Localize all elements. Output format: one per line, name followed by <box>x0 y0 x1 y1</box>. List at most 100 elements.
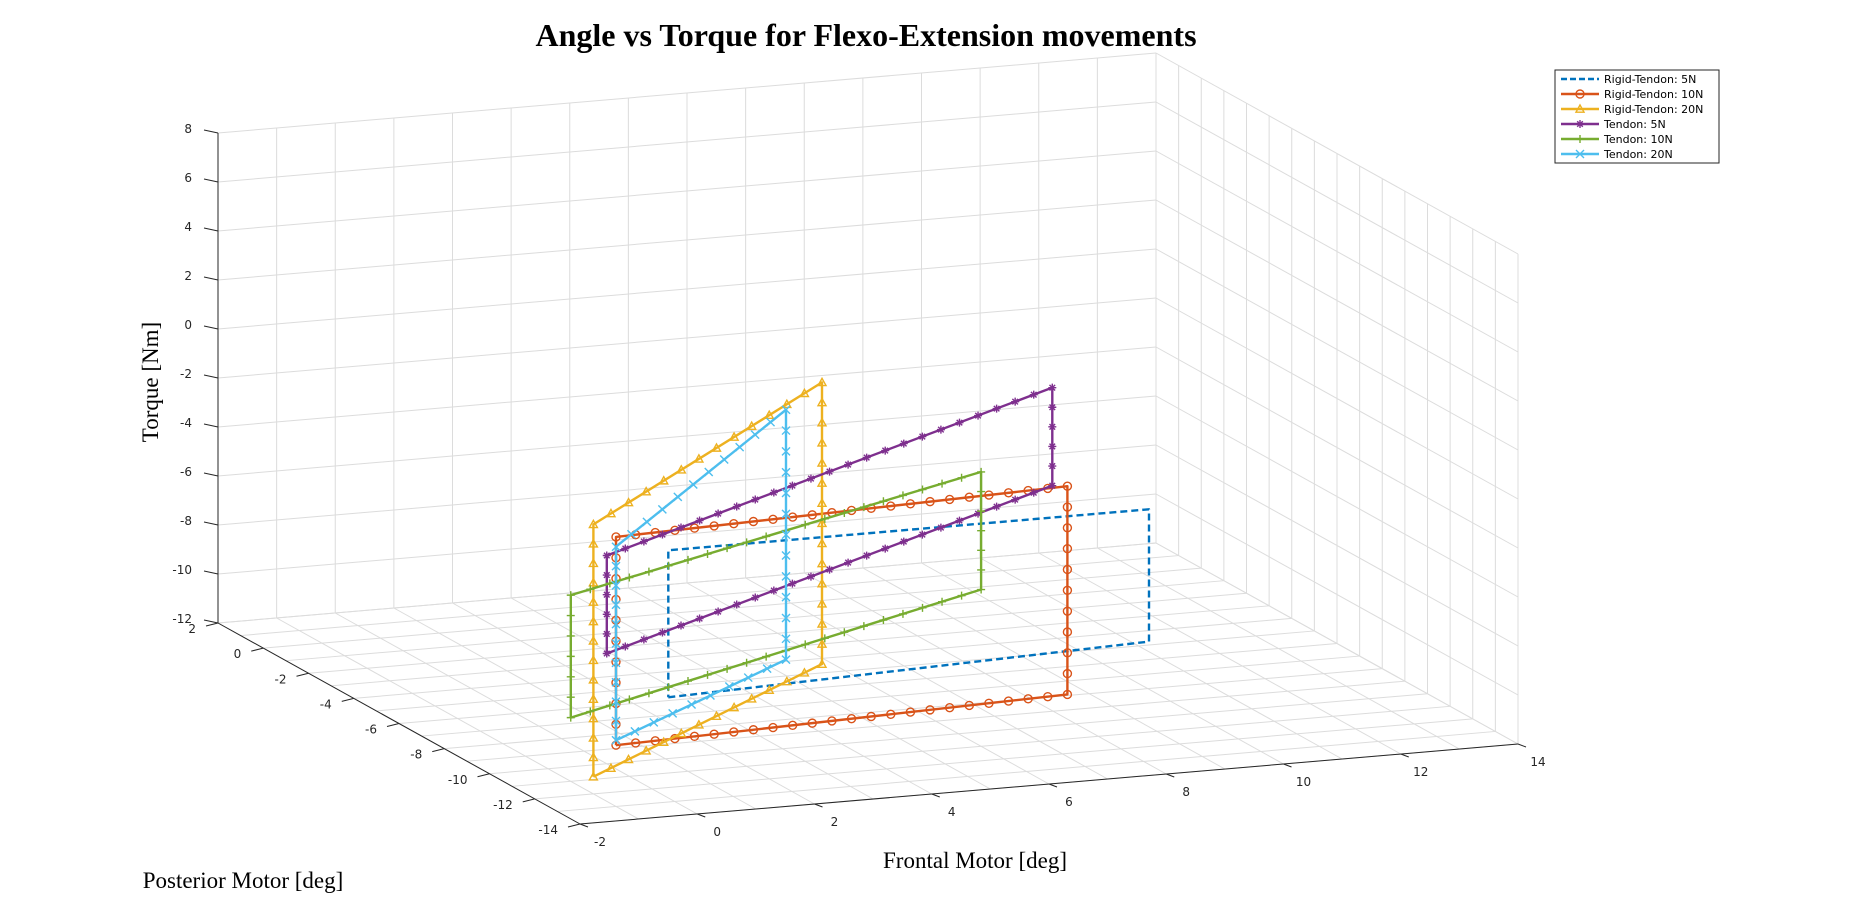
data-marker <box>658 736 669 746</box>
y-tick-mark <box>432 748 445 753</box>
data-marker <box>781 571 791 581</box>
data-marker <box>879 497 888 506</box>
z-tick-label: -12 <box>172 612 192 626</box>
data-marker <box>840 508 849 517</box>
data-marker <box>695 614 704 623</box>
series-3[interactable] <box>588 376 828 781</box>
data-marker <box>898 491 907 500</box>
data-marker <box>621 544 630 553</box>
data-marker <box>781 530 791 540</box>
data-marker <box>974 411 983 420</box>
data-marker <box>816 658 828 669</box>
z-tick-label: -10 <box>172 563 192 577</box>
data-marker <box>703 670 712 679</box>
data-marker <box>588 693 599 703</box>
gridline-side <box>1155 493 1519 696</box>
y-tick-label: -10 <box>448 773 468 787</box>
data-marker <box>640 486 652 496</box>
x-tick-mark <box>1166 773 1175 778</box>
data-marker <box>844 460 853 469</box>
z-tick-label: -4 <box>180 416 192 430</box>
data-marker <box>728 431 740 441</box>
gridline-floor <box>376 630 1315 712</box>
data-marker <box>729 727 739 737</box>
z-tick-mark <box>203 472 219 477</box>
series-1[interactable] <box>667 508 1151 699</box>
data-marker <box>1062 502 1073 512</box>
data-marker <box>1062 668 1073 679</box>
y-tick-label: 2 <box>188 622 196 636</box>
gridline-floor <box>489 693 1428 775</box>
gridline-floor <box>398 643 1338 724</box>
data-marker <box>588 518 599 529</box>
data-marker <box>623 497 634 507</box>
legend-item[interactable]: Tendon: 20N <box>1561 148 1673 161</box>
y-tick-label: 0 <box>234 647 242 661</box>
series-4[interactable] <box>602 383 1057 658</box>
data-marker <box>816 598 828 608</box>
data-marker <box>816 558 828 568</box>
data-marker <box>611 697 621 707</box>
data-marker <box>918 603 927 612</box>
legend-item[interactable]: Rigid-Tendon: 20N <box>1561 103 1703 116</box>
data-marker <box>588 577 599 587</box>
legend-item[interactable]: Tendon: 10N <box>1561 133 1673 146</box>
tick-labels: -202468101214-14-12-10-8-6-4-202-12-10-8… <box>172 122 1545 849</box>
data-marker <box>748 725 759 735</box>
data-marker <box>742 538 751 547</box>
data-marker <box>711 442 722 452</box>
y-tick-mark <box>296 672 309 677</box>
data-marker <box>625 573 634 582</box>
series-6[interactable] <box>611 405 791 745</box>
legend-item[interactable]: Rigid-Tendon: 5N <box>1561 73 1696 86</box>
data-marker <box>566 631 575 640</box>
data-marker <box>566 672 575 681</box>
legend-item[interactable]: Rigid-Tendon: 10N <box>1561 88 1703 101</box>
data-marker <box>781 676 793 686</box>
plot-series <box>566 376 1151 781</box>
data-marker <box>859 503 868 512</box>
data-marker <box>751 495 760 504</box>
data-marker <box>611 580 621 590</box>
data-marker <box>746 693 757 703</box>
data-marker <box>657 504 667 514</box>
data-marker <box>1029 390 1038 399</box>
data-marker <box>705 690 715 700</box>
gridline-side <box>1155 542 1519 745</box>
data-marker <box>732 600 741 609</box>
data-marker <box>664 561 673 570</box>
x-tick-label: 14 <box>1530 755 1545 769</box>
data-marker <box>693 453 705 463</box>
data-marker <box>788 579 797 588</box>
data-marker <box>806 474 815 483</box>
x-tick-label: 8 <box>1182 785 1190 799</box>
y-tick-mark <box>522 798 535 803</box>
data-marker <box>602 649 611 658</box>
data-marker <box>938 479 947 488</box>
data-marker <box>588 771 599 781</box>
legend[interactable]: Rigid-Tendon: 5N Rigid-Tendon: 10N Rigid-T… <box>1554 69 1720 164</box>
series-5[interactable] <box>566 467 986 722</box>
data-marker <box>687 699 697 709</box>
data-marker <box>684 677 692 686</box>
gridline-side <box>1155 444 1519 647</box>
data-marker <box>781 446 791 456</box>
data-marker <box>1043 691 1053 702</box>
data-marker <box>1576 120 1584 128</box>
legend-item[interactable]: Tendon: 5N <box>1561 118 1666 131</box>
y-tick-label: -8 <box>410 748 422 762</box>
series-line <box>592 381 824 778</box>
gridline-back <box>217 493 1157 575</box>
data-marker <box>1062 585 1073 596</box>
data-marker <box>766 417 776 427</box>
y-tick-mark <box>477 773 490 778</box>
data-marker <box>807 510 817 520</box>
data-marker <box>925 496 935 507</box>
data-marker <box>764 409 775 420</box>
data-marker <box>611 735 621 745</box>
data-marker <box>1062 481 1073 491</box>
legend-label: Rigid-Tendon: 5N <box>1604 73 1696 86</box>
data-marker <box>992 404 1001 413</box>
data-marker <box>964 700 974 711</box>
data-marker <box>588 674 599 684</box>
